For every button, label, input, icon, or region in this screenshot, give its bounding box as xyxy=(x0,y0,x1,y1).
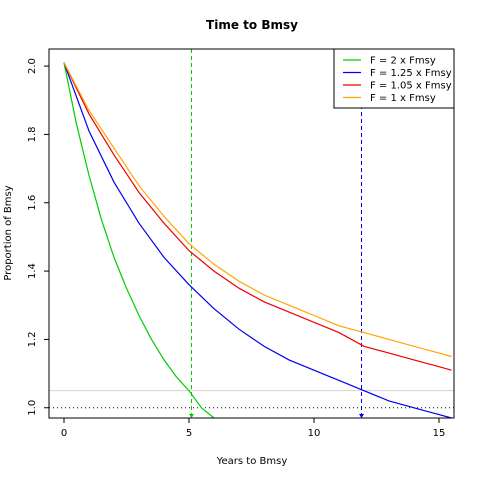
x-axis-label: Years to Bmsy xyxy=(216,456,288,467)
y-tick-label-5: 2.0 xyxy=(27,58,38,74)
plot-frame xyxy=(48,48,455,419)
series-line-2 xyxy=(63,62,452,371)
y-axis-label: Proportion of Bmsy xyxy=(3,185,14,280)
x-tick-label-3: 15 xyxy=(433,428,446,439)
x-tick-label-2: 10 xyxy=(308,428,321,439)
reference-markers xyxy=(189,414,364,418)
x-axis: 0 5 10 15 xyxy=(61,418,446,439)
y-tick-label-0: 1.0 xyxy=(27,400,38,416)
legend-label-3: F = 1 x Fmsy xyxy=(370,93,436,104)
legend-label-2: F = 1.05 x Fmsy xyxy=(370,81,452,92)
y-axis: 1.0 1.2 1.4 1.6 1.8 2.0 xyxy=(27,58,49,416)
x-tick-label-0: 0 xyxy=(61,428,67,439)
x-tick-label-1: 5 xyxy=(186,428,192,439)
legend-box xyxy=(333,48,455,109)
reference-marker-1 xyxy=(359,414,364,418)
series-line-0 xyxy=(63,62,215,418)
legend-label-1: F = 1.25 x Fmsy xyxy=(370,68,452,79)
y-tick-label-1: 1.2 xyxy=(27,331,38,347)
series-line-3 xyxy=(63,62,452,358)
y-tick-label-2: 1.4 xyxy=(27,263,38,279)
series-lines xyxy=(63,62,452,418)
y-tick-label-3: 1.6 xyxy=(27,195,38,211)
legend-label-0: F = 2 x Fmsy xyxy=(370,56,436,67)
reference-lines xyxy=(49,49,454,418)
reference-marker-0 xyxy=(189,414,194,418)
series-line-1 xyxy=(63,62,452,418)
chart-title: Time to Bmsy xyxy=(206,18,298,32)
y-tick-label-4: 1.8 xyxy=(27,126,38,142)
